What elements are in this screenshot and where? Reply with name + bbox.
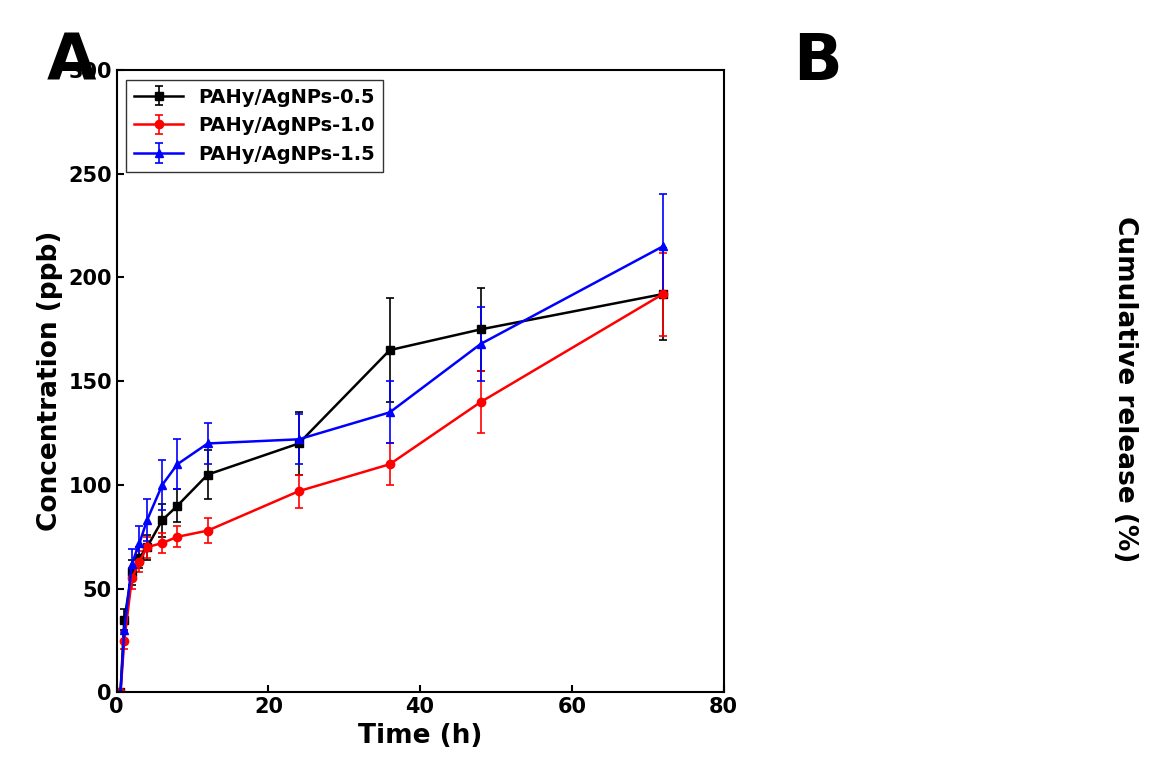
- Text: Cumulative release (%): Cumulative release (%): [1112, 216, 1138, 562]
- Legend: PAHy/AgNPs-0.5, PAHy/AgNPs-1.0, PAHy/AgNPs-1.5: PAHy/AgNPs-0.5, PAHy/AgNPs-1.0, PAHy/AgN…: [126, 79, 383, 172]
- Text: A: A: [47, 31, 96, 93]
- Y-axis label: Concentration (ppb): Concentration (ppb): [36, 231, 63, 531]
- Text: B: B: [794, 31, 843, 93]
- X-axis label: Time (h): Time (h): [358, 723, 482, 749]
